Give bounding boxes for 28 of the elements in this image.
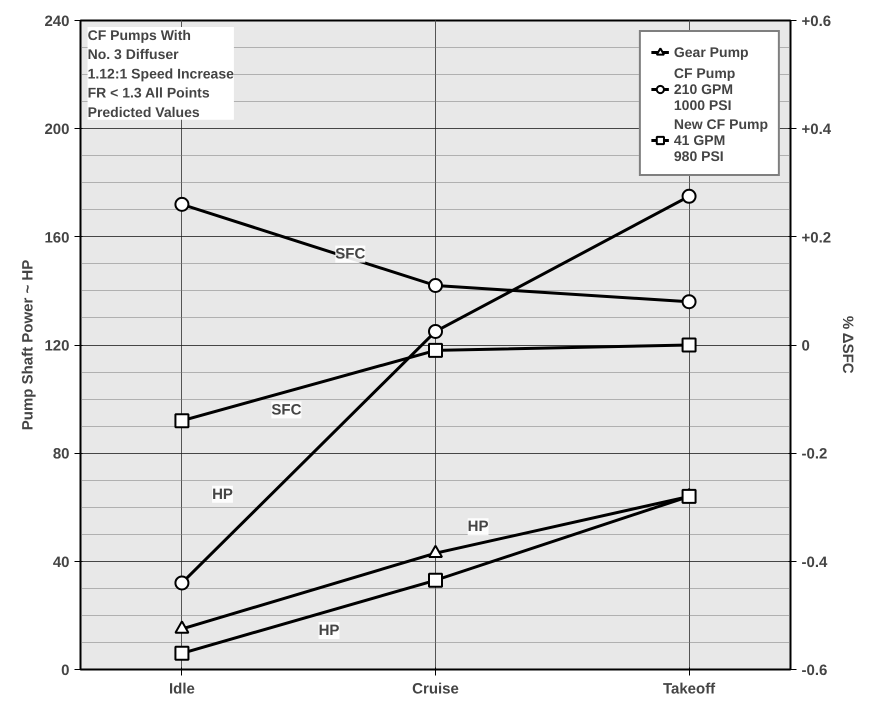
y-tick-label: 40 bbox=[52, 554, 70, 571]
y2-tick-label: -0.2 bbox=[802, 446, 828, 463]
y-tick-label: 160 bbox=[44, 229, 70, 246]
y2-tick-label: +0.2 bbox=[802, 229, 832, 246]
y2-tick-label: -0.6 bbox=[802, 662, 828, 679]
annotation: HP bbox=[318, 622, 340, 640]
annotation: HP bbox=[212, 486, 233, 503]
y-tick-label: 0 bbox=[61, 662, 70, 679]
x-tick-label: Takeoff bbox=[662, 680, 716, 698]
y2-tick-label: +0.4 bbox=[802, 121, 832, 138]
y2-axis-title: % ΔSFC bbox=[839, 316, 856, 374]
x-tick-label: Idle bbox=[169, 680, 195, 698]
y2-tick-label: -0.4 bbox=[802, 554, 828, 571]
y2-tick-label: 0 bbox=[802, 338, 810, 354]
y2-tick-label: +0.6 bbox=[802, 13, 832, 30]
y-tick-label: 200 bbox=[44, 121, 70, 138]
x-tick-label: Cruise bbox=[412, 680, 459, 698]
annotation: HP bbox=[468, 518, 489, 536]
y-tick-label: 120 bbox=[44, 338, 70, 354]
legend-label: New CF Pump 41 GPM 980 PSI bbox=[674, 116, 768, 164]
annotation: SFC bbox=[271, 401, 302, 418]
legend-label: CF Pump 210 GPM 1000 PSI bbox=[674, 65, 736, 113]
y-axis-title: Pump Shaft Power ~ HP bbox=[19, 260, 36, 430]
legend-label: Gear Pump bbox=[674, 44, 749, 60]
y-tick-label: 80 bbox=[52, 446, 70, 463]
annotation: CF Pumps With No. 3 Diffuser 1.12:1 Speed Increase FR < 1.3 All Points Predicted Values bbox=[88, 26, 234, 120]
annotation: SFC bbox=[335, 246, 366, 263]
y-tick-label: 240 bbox=[44, 13, 70, 30]
